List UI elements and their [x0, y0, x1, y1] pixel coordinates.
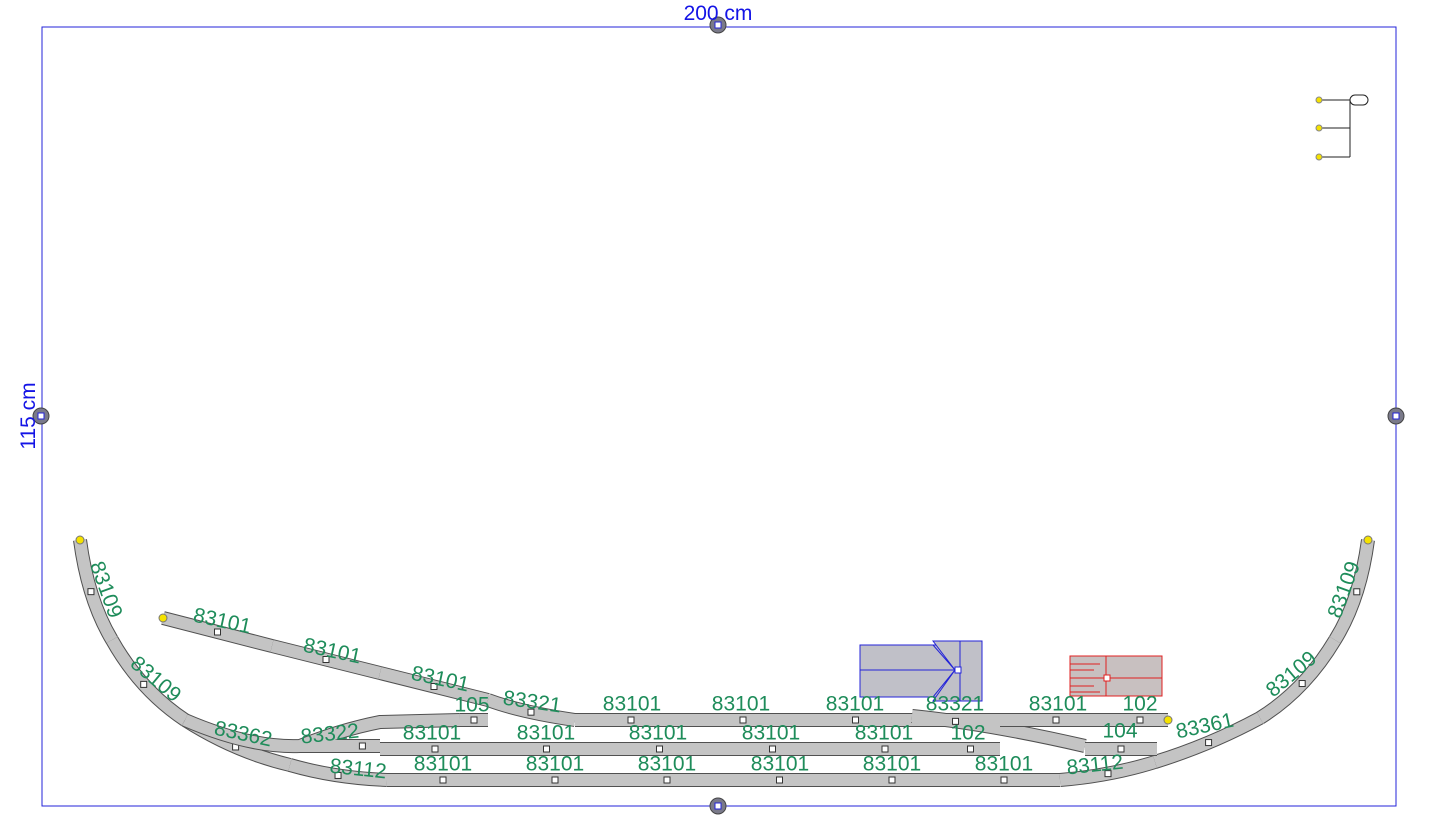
- track-piece: [105, 636, 189, 726]
- track-piece: [288, 758, 388, 787]
- track-label: 83101: [975, 753, 1033, 776]
- track-center: [1104, 770, 1112, 778]
- track-center: [527, 708, 535, 716]
- track-center: [627, 716, 635, 724]
- track-piece: [911, 709, 1087, 753]
- track-piece: [799, 713, 912, 727]
- track-end: [1363, 535, 1373, 545]
- track-bed: [182, 714, 461, 753]
- resize-handles[interactable]: [32, 16, 1405, 815]
- track-piece: [73, 539, 119, 644]
- board-outline: [41, 26, 1397, 807]
- track-piece: [380, 742, 490, 756]
- track-piece: [161, 611, 274, 653]
- track-label: 83101: [638, 753, 696, 776]
- track-center: [663, 776, 671, 784]
- track-label: 83101: [629, 722, 687, 745]
- track-label: 83101: [751, 753, 809, 776]
- track-piece: [182, 713, 461, 754]
- track-center: [551, 776, 559, 784]
- track-center: [1136, 716, 1144, 724]
- track-piece: [948, 773, 1060, 787]
- track-piece: [460, 713, 488, 727]
- track-center: [888, 776, 896, 784]
- track-center: [431, 745, 439, 753]
- track-center: [87, 588, 95, 596]
- track-label: 83101: [403, 722, 461, 745]
- track-label: 83101: [526, 753, 584, 776]
- track-piece: [1059, 755, 1158, 787]
- track-label: 105: [454, 694, 489, 717]
- track-label: 83101: [1029, 693, 1087, 716]
- track-label: 83101: [603, 693, 661, 716]
- track-label: 83101: [414, 753, 472, 776]
- track-piece: [1000, 713, 1112, 727]
- track-label: 102: [1122, 693, 1157, 716]
- track-center: [439, 776, 447, 784]
- track-piece: [1112, 713, 1168, 727]
- track-center: [1205, 739, 1213, 747]
- track-piece: [490, 742, 603, 756]
- track-label: 83101: [855, 722, 913, 745]
- track-label: 83101: [712, 693, 770, 716]
- track-piece: [1085, 742, 1157, 756]
- track-piece: [1329, 539, 1375, 644]
- track-label: 83101: [517, 722, 575, 745]
- track-center: [881, 745, 889, 753]
- track-piece: [270, 639, 382, 680]
- track-center: [1000, 776, 1008, 784]
- track-label: 83101: [826, 693, 884, 716]
- track-center: [543, 745, 550, 753]
- track-center: [1117, 745, 1125, 753]
- track-label: 104: [1102, 720, 1137, 743]
- track-center: [656, 745, 663, 753]
- track-bed: [485, 694, 576, 726]
- track-label: 83101: [863, 753, 921, 776]
- track-center: [140, 680, 148, 688]
- track-piece: [603, 742, 716, 756]
- track-center: [852, 716, 859, 724]
- signal-icon: [1315, 94, 1369, 161]
- building-blue: [859, 640, 983, 702]
- track-piece: [1152, 711, 1264, 769]
- track-center: [967, 745, 974, 753]
- track-piece: [836, 773, 948, 787]
- track-piece: [829, 742, 941, 756]
- track-piece: [499, 773, 611, 787]
- track-piece: [378, 666, 490, 707]
- track-piece: [611, 773, 723, 787]
- track-center: [322, 656, 330, 663]
- track-piece: [485, 693, 577, 727]
- track-center: [1353, 588, 1361, 596]
- track-piece: [941, 742, 1000, 756]
- track-end: [158, 613, 168, 623]
- track-piece: [687, 713, 799, 727]
- track-center: [470, 716, 478, 724]
- track-center: [776, 776, 783, 784]
- track-label: 102: [950, 722, 985, 745]
- track-center: [430, 683, 438, 690]
- track-center: [952, 717, 960, 725]
- track-label: 83101: [742, 722, 800, 745]
- track-center: [1298, 680, 1306, 688]
- track-piece: [716, 742, 829, 756]
- height-dimension: 115 cm: [17, 382, 40, 449]
- tracks: [73, 539, 1375, 787]
- track-center: [1052, 716, 1060, 724]
- building-red: [1069, 655, 1163, 697]
- track-center: [739, 716, 747, 724]
- track-label: 83321: [926, 693, 984, 716]
- track-center: [334, 771, 342, 779]
- track-piece: [1256, 636, 1342, 724]
- width-dimension: 200 cm: [684, 2, 753, 25]
- track-piece: [387, 773, 499, 787]
- track-center: [358, 742, 366, 750]
- track-center: [769, 745, 776, 753]
- track-end: [1163, 715, 1173, 725]
- track-piece: [723, 773, 836, 787]
- track-end: [75, 535, 85, 545]
- track-piece: [575, 713, 687, 727]
- track-center: [214, 628, 221, 636]
